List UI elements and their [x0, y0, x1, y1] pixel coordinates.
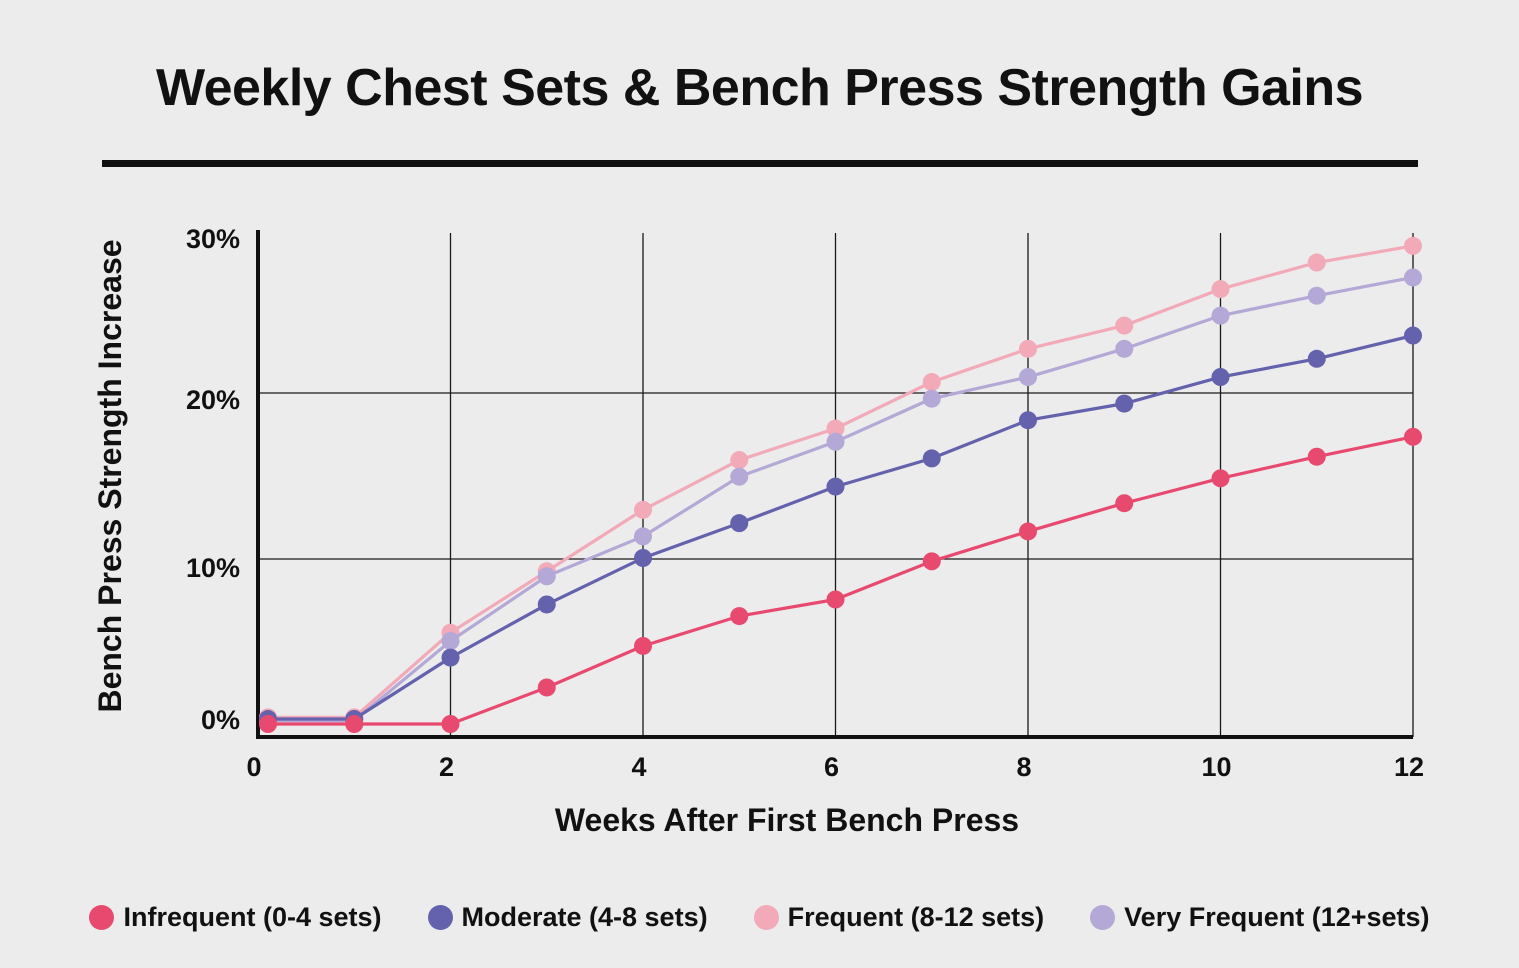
data-point — [1307, 253, 1326, 272]
legend-swatch — [427, 904, 453, 930]
data-point — [1019, 411, 1037, 430]
data-point — [441, 715, 460, 733]
legend-swatch — [753, 904, 779, 930]
data-point — [1019, 368, 1037, 387]
data-point — [1115, 394, 1134, 413]
data-point — [922, 449, 941, 468]
x-tick-label: 12 — [1394, 752, 1424, 782]
data-point — [537, 595, 556, 614]
data-point — [634, 549, 652, 567]
chart-title: Weekly Chest Sets & Bench Press Strength… — [155, 59, 1364, 117]
x-tick-label: 8 — [1016, 752, 1031, 782]
legend-label: Very Frequent (12+sets) — [1124, 901, 1430, 932]
series-line — [268, 275, 1414, 723]
data-point — [1115, 494, 1134, 513]
y-axis-title: Bench Press Strength Increase — [92, 239, 128, 712]
data-point — [730, 451, 749, 470]
data-point — [1307, 447, 1326, 466]
data-point — [730, 607, 749, 626]
data-point — [1404, 236, 1422, 255]
data-point — [1404, 326, 1422, 345]
data-point — [1211, 306, 1230, 325]
data-point — [441, 648, 460, 667]
tick-labels: 0 2 4 6 8 10 12 0% 10% 20% 30% — [186, 224, 1424, 782]
legend-item: Infrequent (0-4 sets) — [89, 901, 382, 933]
data-point — [1211, 368, 1230, 387]
data-point — [730, 467, 749, 486]
data-point — [826, 419, 845, 438]
data-point — [634, 636, 652, 655]
data-point — [537, 678, 556, 697]
legend-item: Very Frequent (12+sets) — [1090, 901, 1430, 933]
data-point — [1019, 339, 1037, 358]
data-point — [922, 552, 941, 571]
y-tick-label: 20% — [186, 385, 240, 415]
data-point — [1211, 469, 1230, 488]
data-point — [634, 527, 652, 546]
data-point — [1404, 427, 1422, 446]
legend-item: Moderate (4-8 sets) — [427, 901, 708, 933]
data-point — [826, 477, 845, 496]
data-point — [259, 715, 277, 733]
y-tick-label: 0% — [201, 705, 240, 735]
legend-swatch — [1090, 904, 1116, 930]
data-point — [1211, 280, 1230, 299]
x-axis-title: Weeks After First Bench Press — [555, 802, 1019, 838]
y-tick-label: 10% — [186, 553, 240, 583]
data-point — [441, 632, 460, 650]
data-point — [345, 715, 364, 733]
data-point — [1019, 522, 1037, 541]
data-point — [537, 567, 556, 586]
x-tick-label: 4 — [631, 752, 646, 782]
x-tick-label: 10 — [1201, 752, 1231, 782]
data-point — [922, 389, 941, 408]
legend-label: Frequent (8-12 sets) — [787, 901, 1045, 932]
legend-swatch — [89, 904, 115, 930]
axes — [256, 230, 1413, 739]
legend-label: Infrequent (0-4 sets) — [123, 901, 382, 932]
x-tick-label: 6 — [824, 752, 839, 782]
data-point — [826, 432, 845, 451]
data-point — [1307, 286, 1326, 305]
line-chart: 0 2 4 6 8 10 12 0% 10% 20% 30% Weeks After First B… — [92, 224, 1424, 838]
data-point — [634, 500, 652, 519]
legend: Infrequent (0-4 sets) Moderate (4-8 sets)… — [0, 896, 1519, 938]
x-tick-label: 0 — [246, 752, 261, 782]
y-tick-label: 30% — [186, 224, 240, 254]
data-point — [1115, 316, 1134, 335]
data-point — [826, 590, 845, 609]
data-point — [1307, 349, 1326, 368]
data-point — [1115, 339, 1134, 358]
legend-item: Frequent (8-12 sets) — [753, 901, 1045, 933]
data-point — [922, 373, 941, 392]
data-point — [730, 514, 749, 533]
legend-label: Moderate (4-8 sets) — [461, 901, 708, 932]
x-tick-label: 2 — [439, 752, 454, 782]
series-lines — [259, 236, 1422, 733]
data-point — [1404, 268, 1422, 287]
title-divider — [102, 160, 1418, 167]
